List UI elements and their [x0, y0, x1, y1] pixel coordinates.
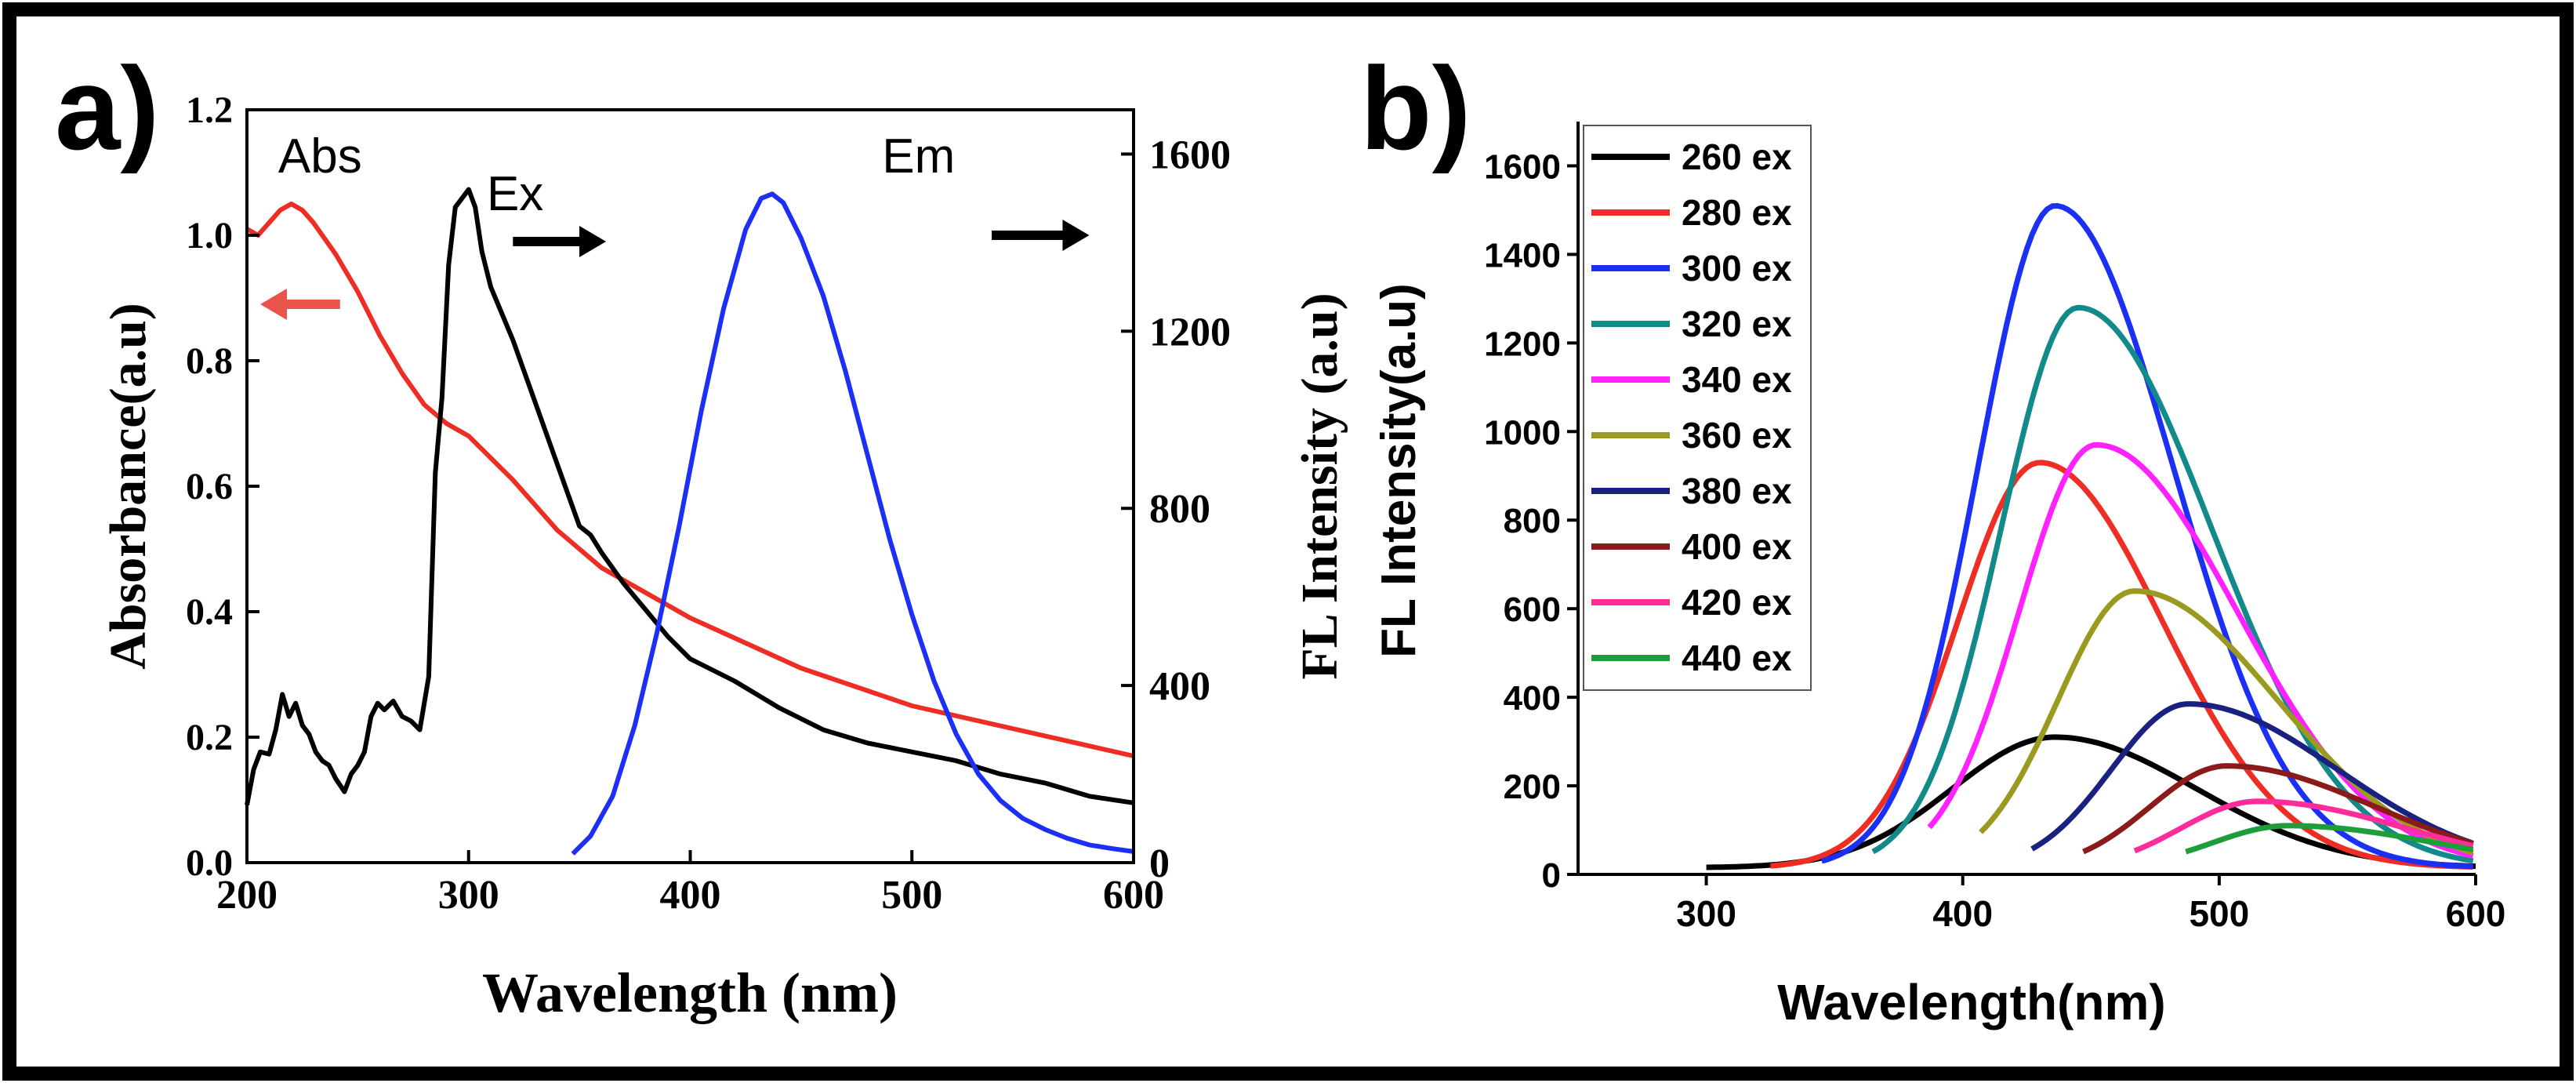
- x-tick-label: 600: [2446, 893, 2506, 934]
- legend-label: 440 ex: [1682, 638, 1792, 678]
- y-axis-title: FL Intensity(a.u): [1372, 283, 1426, 658]
- y-tick-label: 0: [1542, 856, 1561, 895]
- y-tick-label: 200: [1504, 768, 1561, 806]
- y-right-tick-label: 1200: [1149, 310, 1231, 354]
- x-tick-label: 200: [216, 873, 278, 918]
- legend-label: 260 ex: [1682, 136, 1792, 177]
- series-line-280-ex: [1770, 460, 2473, 870]
- y-axis-title: Absorbance(a.u): [100, 303, 157, 670]
- series-line-abs: [245, 202, 1134, 758]
- panel-b: b) 260 ex 280 ex 300 ex 320 ex 340 ex 36…: [1360, 42, 2505, 1030]
- annotation-arrow: [259, 289, 340, 320]
- y-tick-label: 1.2: [186, 89, 233, 131]
- y-tick-label: 1.0: [186, 215, 233, 256]
- legend-label: 300 ex: [1682, 248, 1792, 289]
- y-tick-label: 600: [1504, 591, 1561, 629]
- panel-b-plot-area: [1567, 122, 2477, 885]
- legend-label: 340 ex: [1682, 359, 1792, 400]
- legend-box: [1583, 125, 1812, 691]
- x-axis-title: Wavelength (nm): [482, 961, 898, 1024]
- x-tick-label: 400: [1932, 893, 1993, 934]
- y-tick-label: 1600: [1484, 147, 1561, 186]
- series-line-440-ex: [2185, 823, 2474, 855]
- y-tick-label: 1400: [1484, 236, 1561, 274]
- series-line-420-ex: [2133, 798, 2474, 854]
- annotation-arrow: [992, 220, 1090, 251]
- panel-a: a) Abs Ex Em 200 300 400 500 600 0.0 0.2…: [55, 42, 1348, 1024]
- series-line-380-ex: [2030, 701, 2474, 852]
- x-tick-label: 400: [660, 873, 721, 918]
- annotation-abs: Abs: [278, 129, 362, 184]
- legend-label: 280 ex: [1682, 192, 1792, 233]
- y-tick-label: 800: [1504, 502, 1561, 540]
- panel-b-legend: 260 ex 280 ex 300 ex 320 ex 340 ex 360 e…: [1583, 125, 1812, 691]
- series-line-ex: [245, 187, 1134, 806]
- y-tick-label: 1200: [1484, 325, 1561, 363]
- x-tick-label: 500: [881, 873, 942, 918]
- annotation-arrow: [513, 226, 607, 257]
- annotation-em: Em: [882, 129, 955, 184]
- y-right-tick-label: 1600: [1149, 133, 1231, 177]
- series-line-400-ex: [2082, 763, 2474, 855]
- panel-a-series-group: [245, 187, 1134, 856]
- x-tick-label: 500: [2189, 893, 2249, 934]
- x-tick-label: 600: [1103, 873, 1164, 918]
- series-line-340-ex: [1927, 442, 2474, 859]
- series-line-em: [571, 191, 1134, 856]
- legend-label: 320 ex: [1682, 303, 1792, 344]
- y-right-tick-label: 0: [1149, 841, 1170, 886]
- arrow-head: [1062, 220, 1090, 251]
- arrow-head: [259, 289, 287, 320]
- panel-a-arrows: [259, 220, 1090, 320]
- y-right-axis-title: FL Intensity (a.u): [1291, 293, 1348, 679]
- y-tick-label: 0.2: [186, 717, 233, 758]
- y-right-tick-label: 800: [1149, 487, 1210, 532]
- y-tick-label: 400: [1504, 679, 1561, 718]
- x-tick-label: 300: [438, 873, 499, 918]
- y-tick-label: 0.0: [186, 842, 233, 884]
- legend-label: 420 ex: [1682, 582, 1792, 623]
- panel-b-label: b): [1360, 42, 1471, 174]
- panel-b-ticks: [1567, 164, 2477, 885]
- y-tick-label: 0.8: [186, 340, 233, 382]
- arrow-head: [579, 226, 607, 257]
- y-tick-label: 0.4: [186, 591, 233, 633]
- x-tick-label: 300: [1676, 893, 1736, 934]
- panel-a-label: a): [55, 42, 159, 174]
- y-right-tick-label: 400: [1149, 664, 1210, 709]
- x-axis-title: Wavelength(nm): [1777, 974, 2165, 1030]
- panel-a-ticks: [245, 108, 1135, 864]
- annotation-ex: Ex: [487, 167, 543, 221]
- y-tick-label: 1000: [1484, 413, 1561, 452]
- y-tick-label: 0.6: [186, 466, 233, 507]
- legend-label: 400 ex: [1682, 526, 1792, 567]
- legend-label: 360 ex: [1682, 415, 1792, 456]
- legend-swatches: [1591, 154, 1670, 661]
- panel-a-plot-area: [245, 108, 1135, 864]
- panel-b-series-group: [1706, 203, 2476, 870]
- legend-label: 380 ex: [1682, 471, 1792, 511]
